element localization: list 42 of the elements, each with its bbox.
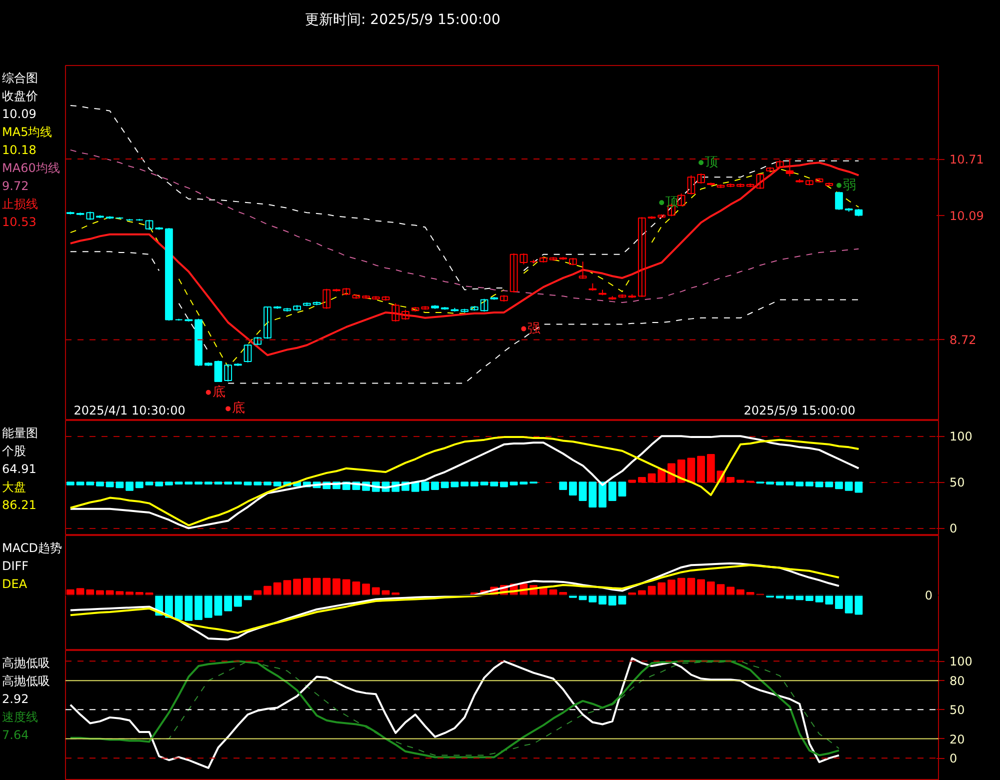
y-tick-label: 8.72 (950, 333, 976, 348)
text: 收盘价 (2, 88, 39, 105)
y-tick-label: 50 (950, 703, 965, 718)
text: 64.91 (2, 461, 38, 478)
text: DIFF (2, 558, 30, 575)
text: 高抛低吸 (2, 673, 50, 690)
text: 2.92 (2, 691, 30, 708)
data-label: 顶 (705, 155, 718, 170)
ref-line-label: 0 (924, 588, 933, 603)
y-tick-label: 20 (950, 732, 965, 746)
text: 个股 (2, 443, 27, 460)
text: 10.09 (2, 106, 38, 123)
text: 9.72 (2, 178, 30, 195)
y-tick-label: 100 (950, 430, 972, 444)
y-tick-label: 50 (950, 476, 965, 490)
text: 速度线 (2, 709, 39, 726)
text: 大盘 (2, 479, 27, 496)
chart-subtitle: 更新时间: 2025/5/9 15:00:00 (304, 11, 500, 30)
text: MA5均线 (2, 124, 54, 141)
data-label: 强 (528, 321, 541, 336)
text: 止损线 (2, 196, 39, 213)
text: 10.18 (2, 142, 38, 159)
chart-title: 综合图 (2, 70, 39, 87)
y-tick-label: 10.09 (950, 208, 984, 223)
text: 86.21 (2, 497, 38, 514)
text: 10.53 (2, 214, 38, 231)
series-label: MA60均线 (2, 160, 60, 177)
text: 高抛低吸 (2, 655, 50, 672)
text: DEA (2, 576, 28, 593)
data-label: 底 (232, 401, 246, 416)
y-tick-label: 80 (950, 674, 965, 688)
y-tick-label: 100 (950, 654, 972, 669)
data-label: 底 (212, 384, 226, 400)
text: 7.64 (2, 727, 30, 744)
x-tick-label: 2025/4/1 10:30:00 (74, 404, 186, 418)
y-tick-label: 10.71 (950, 152, 984, 167)
chart-title: MACD趋势 (2, 540, 62, 557)
x-tick-label: 2025/5/9 15:00:00 (744, 404, 856, 418)
data-label: 弱 (842, 178, 856, 193)
y-tick-label: 0 (950, 752, 958, 766)
text: 能量图 (2, 425, 38, 442)
y-tick-label: 0 (950, 522, 958, 536)
